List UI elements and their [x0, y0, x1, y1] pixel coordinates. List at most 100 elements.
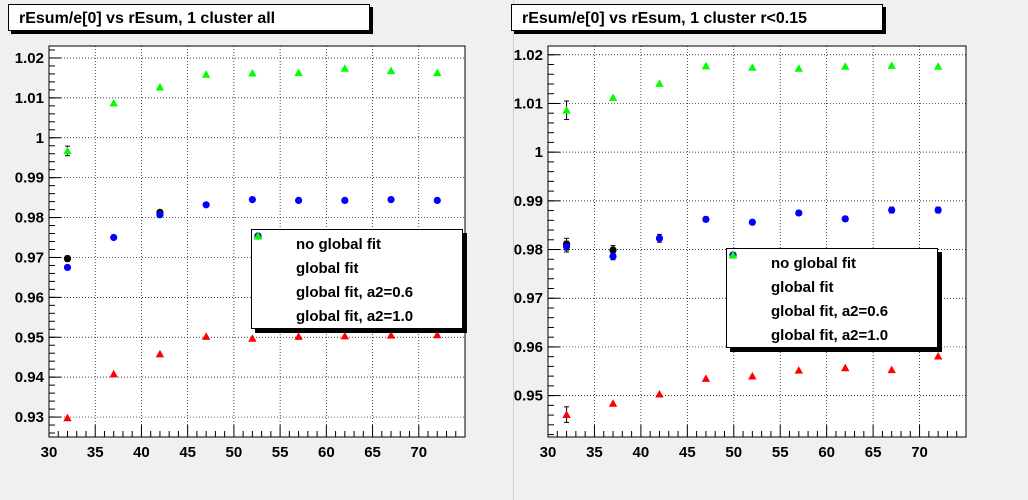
grid-lines [547, 46, 966, 437]
data-point [433, 68, 442, 77]
data-point [609, 246, 617, 254]
legend-label: global fit, a2=1.0 [771, 326, 889, 344]
legend-entry: global fit [729, 251, 937, 299]
data-point [201, 70, 211, 78]
legend-entry: global fit, a2=1.0 [253, 231, 462, 328]
x-tick-label: 35 [586, 444, 603, 461]
data-point [340, 64, 350, 72]
data-point [110, 233, 118, 242]
data-point [201, 332, 211, 340]
x-tick-label: 40 [633, 444, 650, 461]
legend-label: global fit, a2=0.6 [771, 302, 889, 320]
legend-label: global fit, a2=0.6 [296, 283, 414, 301]
x-tick-label: 35 [87, 444, 104, 461]
data-point [608, 399, 618, 407]
data-point [655, 234, 664, 242]
data-point [562, 243, 571, 251]
x-tick-label: 60 [318, 444, 335, 461]
data-point [933, 351, 943, 360]
right-legend: no global fit global fit global fit, a2=0.… [726, 248, 938, 348]
y-tick-label: 1 [36, 130, 44, 147]
axes: 30 35 40 45 50 55 60 65 70 0.95 0.96 0.97 0.98 0.99 1 1… [514, 47, 958, 461]
legend-marker-shape [253, 231, 263, 240]
data-point [156, 211, 164, 219]
legend-label: no global fit [771, 254, 856, 272]
series-global-fit-a2-1-0 [63, 64, 442, 157]
y-tick-label: 0.98 [514, 242, 543, 259]
data-point [562, 410, 571, 418]
data-point [841, 62, 850, 70]
data-point [934, 206, 942, 214]
data-point [608, 93, 618, 101]
x-tick-label: 65 [865, 444, 882, 461]
x-tick-label: 65 [364, 444, 381, 461]
legend-label: global fit [771, 278, 834, 296]
data-point [887, 61, 896, 69]
y-tick-label: 0.96 [514, 339, 543, 356]
y-tick-label: 1 [535, 144, 543, 161]
legend-entry: global fit [254, 232, 462, 280]
legend-label: global fit, a2=1.0 [296, 307, 414, 325]
data-point [63, 263, 72, 272]
data-point [386, 66, 396, 75]
data-point [701, 374, 711, 382]
y-tick-label: 0.99 [15, 170, 44, 187]
y-tick-label: 1.01 [514, 95, 543, 112]
y-tick-label: 0.95 [514, 388, 543, 405]
data-point [155, 82, 165, 91]
data-point [294, 68, 303, 77]
x-tick-label: 45 [179, 444, 196, 461]
data-point [841, 215, 849, 223]
y-tick-label: 0.97 [15, 249, 44, 266]
data-point [248, 196, 256, 204]
data-point [795, 209, 803, 217]
series-global-fit-a2-0-6 [562, 351, 943, 423]
right-plot-pad: 30 35 40 45 50 55 60 65 70 0.95 0.96 0.97 0.98 0.99 1 1… [511, 0, 1028, 500]
data-point [248, 334, 257, 342]
data-point [888, 206, 896, 214]
x-tick-label: 30 [540, 444, 557, 461]
data-point [701, 61, 711, 70]
data-point [841, 363, 850, 372]
data-point [63, 255, 72, 263]
x-tick-label: 60 [818, 444, 835, 461]
axes: 30 35 40 45 50 55 60 65 70 0.93 0.94 0.95 0.96 0.97 0.… [15, 49, 457, 461]
y-tick-label: 0.99 [514, 193, 543, 210]
series-global-fit [63, 196, 441, 272]
plot-frame [547, 45, 967, 438]
y-tick-label: 1.01 [15, 90, 44, 107]
legend-entry: global fit, a2=0.6 [253, 231, 462, 304]
y-tick-label: 0.98 [15, 210, 44, 227]
left-chart-title: rEsum/e[0] vs rEsum, 1 cluster all [8, 4, 370, 31]
right-chart-title: rEsum/e[0] vs rEsum, 1 cluster r<0.15 [511, 4, 883, 31]
data-point [433, 196, 441, 205]
right-chart-svg: 30 35 40 45 50 55 60 65 70 0.95 0.96 0.97 0.98 0.99 1 1… [514, 45, 967, 461]
series-global-fit-a2-0-6 [63, 330, 442, 422]
x-tick-label: 40 [133, 444, 150, 461]
legend-entry: global fit, a2=0.6 [728, 250, 937, 323]
series-global-fit-a2-1-0 [562, 61, 943, 121]
y-tick-label: 0.93 [15, 409, 44, 426]
legend-entry: no global fit [729, 251, 937, 275]
data-point [63, 146, 72, 155]
x-tick-label: 30 [41, 444, 58, 461]
data-point [202, 201, 210, 209]
y-tick-label: 0.96 [15, 289, 44, 306]
x-tick-label: 55 [272, 444, 289, 461]
x-tick-label: 70 [410, 444, 427, 461]
data-point [748, 63, 757, 71]
left-legend: no global fit global fit global fit, a2=0.… [251, 229, 463, 329]
data-point [562, 106, 571, 114]
data-point [109, 369, 118, 378]
data-point [794, 64, 803, 72]
data-point [655, 389, 664, 398]
data-point [294, 332, 303, 340]
data-point [433, 330, 442, 339]
y-tick-label: 1.02 [514, 47, 543, 64]
data-point [248, 68, 257, 77]
legend-marker-shape [728, 250, 738, 259]
data-point [655, 79, 664, 87]
data-point [748, 218, 756, 226]
y-tick-label: 0.97 [514, 290, 543, 307]
